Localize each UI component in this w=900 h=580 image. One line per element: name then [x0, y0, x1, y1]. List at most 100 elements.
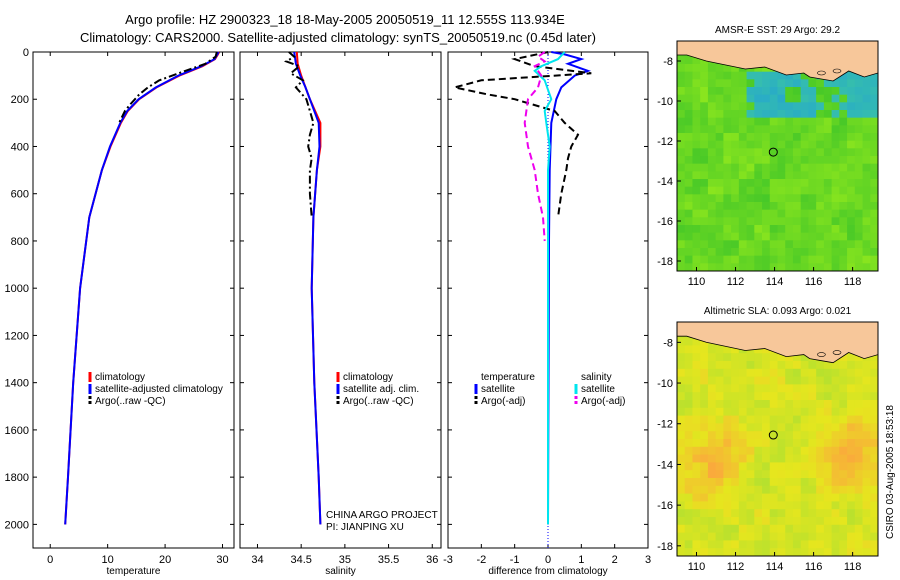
sla-map-cell — [715, 446, 724, 455]
sla-map-cell — [823, 361, 833, 370]
sst-map-cell — [715, 94, 724, 103]
sla-map-cell — [839, 439, 848, 448]
sst-map-cell — [823, 255, 833, 264]
sst-map-cell — [847, 71, 856, 80]
sst-map-cell — [677, 186, 686, 195]
sst-map-cell — [692, 64, 701, 73]
sst-map-cell — [839, 148, 848, 157]
sst-map-cell — [684, 202, 693, 211]
sst-map-cell — [762, 255, 771, 264]
sla-map-cell — [684, 548, 693, 557]
sst-map-cell — [800, 217, 809, 226]
sla-map-cell — [715, 462, 724, 471]
sst-map-cell — [831, 225, 840, 234]
sst-map-cell — [754, 133, 763, 142]
sst-map-cell — [870, 225, 879, 234]
sst-map-cell — [839, 125, 848, 134]
sla-map-cell — [831, 361, 840, 370]
sla-map-cell — [677, 353, 686, 362]
temperature-ytick-label: 1800 — [5, 472, 29, 484]
sst-map-ytick-label: -8 — [663, 56, 673, 68]
sla-map-cell — [870, 439, 879, 448]
sst-map-cell — [823, 102, 833, 111]
sst-map-cell — [816, 186, 825, 195]
sst-map-cell — [677, 217, 686, 226]
sla-map-cell — [823, 454, 833, 463]
sla-map-cell — [777, 454, 786, 463]
sla-map-cell — [684, 509, 693, 518]
sla-map-cell — [823, 485, 833, 494]
sla-map-cell — [715, 415, 724, 424]
sst-map-cell — [785, 179, 794, 188]
sla-map-cell — [692, 439, 701, 448]
sst-map-cell — [870, 240, 879, 249]
sla-map-cell — [800, 454, 809, 463]
sst-map-cell — [862, 125, 871, 134]
sst-map-cell — [808, 117, 817, 126]
sla-map-cell — [816, 501, 825, 510]
sla-map-cell — [677, 524, 686, 533]
sst-map-cell — [684, 163, 693, 172]
sst-map-cell — [785, 71, 794, 80]
sla-map-cell — [723, 384, 732, 393]
sla-map-cell — [707, 392, 717, 401]
sst-map-xtick-label: 110 — [688, 276, 706, 288]
sla-map-cell — [862, 431, 871, 440]
sla-map-cell — [754, 532, 763, 541]
sla-map-cell — [692, 431, 701, 440]
sst-map-cell — [854, 110, 863, 119]
sla-map-cell — [862, 540, 871, 549]
sla-map-cell — [754, 439, 763, 448]
sst-map-cell — [692, 56, 701, 65]
sla-map-cell — [862, 548, 871, 557]
sst-map-cell — [847, 179, 856, 188]
sst-map-cell — [777, 102, 786, 111]
sst-map-cell — [792, 225, 802, 234]
sla-map-cell — [847, 501, 856, 510]
sla-map-cell — [700, 540, 709, 549]
sst-map-cell — [785, 225, 794, 234]
sla-map-cell — [769, 501, 778, 510]
sla-map-cell — [839, 485, 848, 494]
sst-map-cell — [816, 125, 825, 134]
sla-map-cell — [847, 493, 856, 502]
sst-map-cell — [715, 79, 724, 88]
sla-map-cell — [870, 501, 879, 510]
salinity-series-argo-raw-qc- — [283, 51, 315, 218]
sst-map-cell — [746, 140, 755, 149]
sla-map-cell — [839, 532, 848, 541]
sla-map-cell — [839, 517, 848, 526]
sst-map-cell — [831, 194, 840, 203]
sla-map-cell — [808, 376, 817, 385]
sst-map-cell — [731, 163, 740, 172]
sla-map-cell — [831, 517, 840, 526]
sla-map-cell — [862, 532, 871, 541]
sla-map-cell — [862, 446, 871, 455]
sst-map-cell — [777, 202, 786, 211]
temperature-xtick-label: 10 — [102, 554, 114, 566]
sla-map-cell — [692, 524, 701, 533]
sla-map-cell — [800, 368, 809, 377]
sla-map-cell — [707, 454, 717, 463]
sst-map-cell — [785, 255, 794, 264]
sst-map-cell — [677, 248, 686, 257]
sla-map-cell — [677, 532, 686, 541]
sst-map-cell — [847, 94, 856, 103]
sst-map-cell — [800, 248, 809, 257]
sla-map-cell — [762, 485, 771, 494]
sla-map-cell — [754, 470, 763, 479]
sla-map-cell — [808, 517, 817, 526]
sst-map-cell — [731, 79, 740, 88]
credit-line1: CHINA ARGO PROJECT — [326, 510, 438, 521]
sst-map-cell — [777, 163, 786, 172]
sst-map-cell — [816, 209, 825, 218]
sla-map-cell — [692, 415, 701, 424]
sla-map-cell — [762, 407, 771, 416]
sla-map-cell — [823, 532, 833, 541]
sla-map-cell — [823, 501, 833, 510]
sla-map-ytick-label: -14 — [657, 459, 673, 471]
sla-map-cell — [715, 517, 724, 526]
sla-map-cell — [823, 392, 833, 401]
sst-map-cell — [870, 79, 879, 88]
sla-map-cell — [847, 400, 856, 409]
